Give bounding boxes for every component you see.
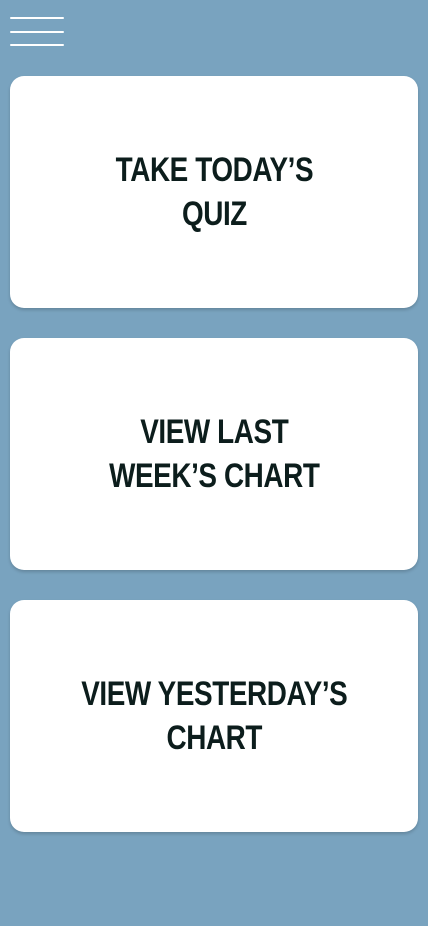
card-label-line: QUIZ: [181, 195, 247, 233]
card-label-line: TAKE TODAY’S: [115, 151, 313, 189]
card-label-line: WEEK’S CHART: [108, 457, 320, 495]
view-last-weeks-chart-button[interactable]: VIEW LAST WEEK’S CHART: [10, 338, 418, 570]
view-yesterdays-chart-button[interactable]: VIEW YESTERDAY’S CHART: [10, 600, 418, 832]
menu-bar-middle: [10, 31, 64, 33]
card-label-line: VIEW LAST: [139, 413, 289, 451]
view-yesterdays-chart-label: VIEW YESTERDAY’S CHART: [80, 672, 348, 760]
view-last-weeks-chart-label: VIEW LAST WEEK’S CHART: [108, 410, 320, 498]
take-todays-quiz-label: TAKE TODAY’S QUIZ: [115, 148, 313, 236]
card-label-line: VIEW YESTERDAY’S: [80, 675, 348, 713]
menu-bar-top: [10, 17, 64, 19]
card-label-line: CHART: [166, 719, 262, 757]
hamburger-menu-icon[interactable]: [10, 16, 64, 48]
menu-bar-bottom: [10, 44, 64, 46]
take-todays-quiz-button[interactable]: TAKE TODAY’S QUIZ: [10, 76, 418, 308]
